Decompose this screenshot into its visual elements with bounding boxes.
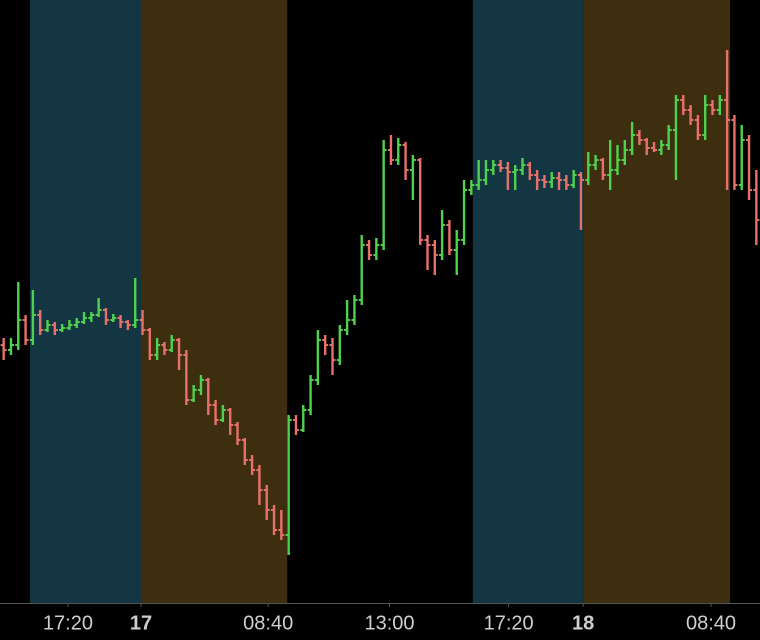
session-band bbox=[472, 0, 584, 603]
session-band bbox=[141, 0, 288, 603]
x-tick-label: 08:40 bbox=[686, 612, 736, 634]
x-tick-label: 17:20 bbox=[484, 612, 534, 634]
session-band bbox=[29, 0, 142, 603]
session-band bbox=[583, 0, 731, 603]
x-tick-label: 13:00 bbox=[364, 612, 414, 634]
x-tick-label: 17:20 bbox=[43, 612, 93, 634]
x-tick-label: 18 bbox=[572, 612, 594, 634]
x-tick-label: 17 bbox=[130, 612, 152, 634]
x-tick-label: 08:40 bbox=[243, 612, 293, 634]
